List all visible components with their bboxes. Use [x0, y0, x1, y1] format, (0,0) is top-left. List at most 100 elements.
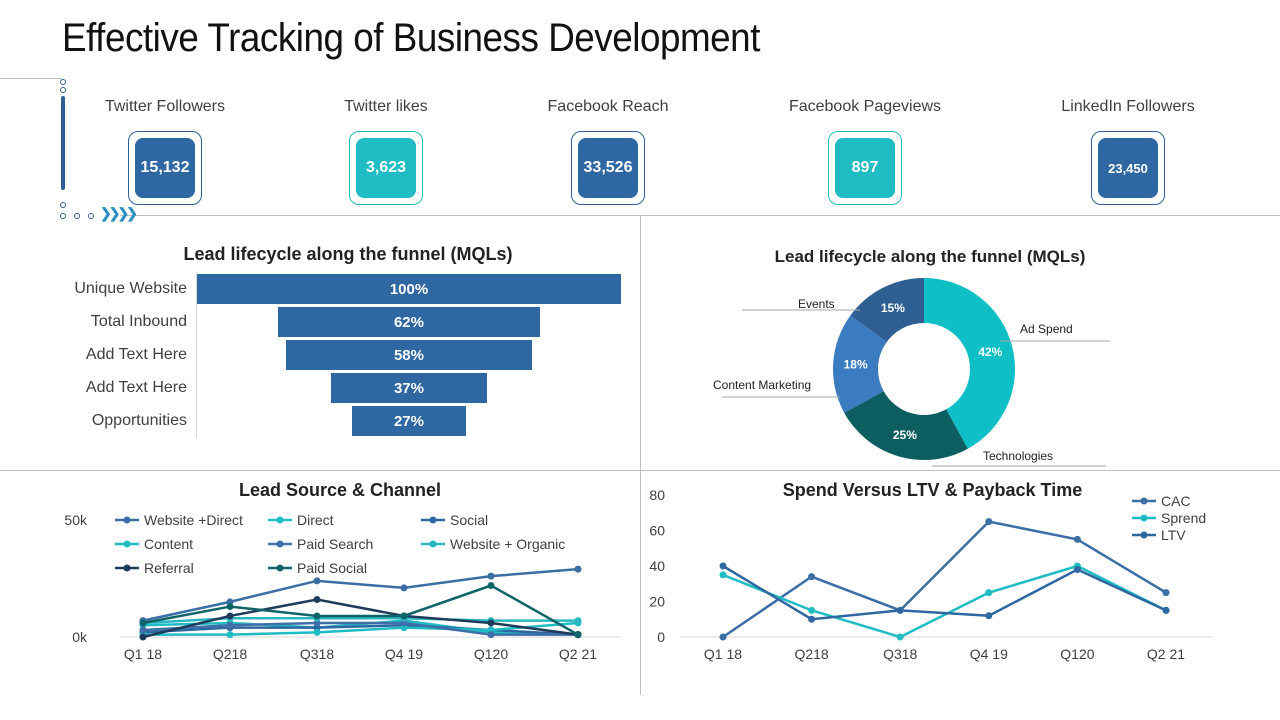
accent-dot — [60, 87, 66, 93]
data-point — [487, 631, 495, 639]
kpi-card-twitter-followers: 15,132 — [128, 131, 202, 205]
data-point — [719, 571, 727, 579]
kpi-value: 15,132 — [135, 138, 195, 198]
kpi-card-twitter-likes: 3,623 — [349, 131, 423, 205]
funnel-bar: 62% — [277, 307, 541, 337]
data-point — [226, 621, 234, 629]
center-divider — [640, 215, 641, 695]
y-tick-label: 0k — [72, 629, 88, 645]
donut-slice-label: 42% — [978, 345, 1002, 359]
x-tick-label: Q120 — [474, 646, 508, 662]
y-tick-label: 0 — [657, 629, 665, 645]
accent-bar — [61, 96, 65, 190]
y-tick-label: 80 — [649, 487, 665, 503]
legend-label: Referral — [144, 560, 194, 576]
data-point — [719, 633, 727, 641]
data-point — [574, 631, 582, 639]
data-point — [139, 633, 147, 641]
x-tick-label: Q218 — [794, 646, 828, 662]
data-point — [313, 628, 321, 636]
funnel-bar: 37% — [330, 373, 488, 403]
kpi-divider — [120, 215, 1280, 216]
legend-label: Website + Organic — [450, 536, 565, 552]
data-point — [985, 589, 993, 597]
legend-marker — [123, 564, 131, 572]
legend-marker — [276, 540, 284, 548]
data-point — [896, 633, 904, 641]
data-point — [808, 615, 816, 623]
series-line — [142, 598, 579, 639]
legend-marker — [1140, 514, 1148, 522]
kpi-value: 23,450 — [1098, 138, 1158, 198]
donut-slice — [924, 278, 1015, 449]
x-tick-label: Q318 — [883, 646, 917, 662]
lead-source-title: Lead Source & Channel — [238, 480, 442, 500]
legend-marker — [276, 516, 284, 524]
data-point — [985, 612, 993, 620]
kpi-card-facebook-reach: 33,526 — [571, 131, 645, 205]
data-point — [574, 617, 582, 625]
spend-ltv-title: Spend Versus LTV & Payback Time — [782, 480, 1083, 500]
data-point — [1073, 566, 1081, 574]
data-point — [487, 619, 495, 627]
donut-title: Lead lifecycle along the funnel (MQLs) — [774, 247, 1086, 266]
legend-label: Content — [144, 536, 193, 552]
series-line — [722, 564, 1167, 621]
data-point — [487, 572, 495, 580]
legend-marker — [123, 516, 131, 524]
accent-dot — [60, 213, 66, 219]
funnel-bar: 58% — [286, 340, 532, 370]
data-point — [400, 612, 408, 620]
funnel-category-label: Total Inbound — [90, 313, 187, 330]
data-point — [139, 619, 147, 627]
kpi-label: LinkedIn Followers — [1061, 98, 1195, 115]
data-point — [574, 565, 582, 573]
legend-label: LTV — [1161, 527, 1186, 543]
donut-slice — [832, 315, 887, 413]
donut-slice-label: 25% — [893, 428, 917, 442]
kpi-card-facebook-pageviews: 897 — [828, 131, 902, 205]
donut-slice — [850, 278, 924, 342]
funnel-axis — [196, 272, 197, 438]
data-point — [896, 606, 904, 614]
series-line — [722, 520, 1167, 639]
series-line — [142, 621, 578, 636]
data-point — [139, 626, 147, 634]
y-tick-label: 40 — [649, 558, 665, 574]
kpi-label: Facebook Reach — [547, 98, 669, 115]
kpi-label: Twitter Followers — [104, 98, 226, 115]
series-line — [143, 621, 579, 636]
y-tick-label: 60 — [649, 523, 665, 539]
kpi-label: Twitter likes — [344, 98, 428, 115]
data-point — [226, 612, 234, 620]
x-tick-label: Q4 19 — [970, 646, 1008, 662]
donut-category-label: Technologies — [983, 449, 1053, 463]
kpi-card-linkedin-followers: 23,450 — [1091, 131, 1165, 205]
data-point — [313, 612, 321, 620]
accent-dot — [88, 213, 94, 219]
data-point — [313, 577, 321, 585]
legend-marker — [123, 540, 131, 548]
legend-marker — [429, 540, 437, 548]
x-tick-label: Q2 21 — [559, 646, 597, 662]
legend-label: Paid Search — [297, 536, 373, 552]
accent-dot — [60, 202, 66, 208]
legend-marker — [429, 516, 437, 524]
data-point — [1073, 535, 1081, 543]
x-tick-label: Q1 18 — [704, 646, 742, 662]
donut-slice-label: 18% — [844, 358, 868, 372]
data-point — [226, 603, 234, 611]
legend-label: Direct — [297, 512, 334, 528]
series-line — [142, 624, 579, 636]
data-point — [487, 582, 495, 590]
x-tick-label: Q120 — [1060, 646, 1094, 662]
funnel-category-label: Add Text Here — [85, 379, 187, 396]
legend-marker — [1140, 497, 1148, 505]
data-point — [985, 518, 993, 526]
funnel-category-label: Opportunities — [91, 412, 187, 429]
data-point — [1162, 589, 1170, 597]
kpi-value: 897 — [835, 138, 895, 198]
legend-label: Paid Social — [297, 560, 367, 576]
page-title: Effective Tracking of Business Developme… — [62, 16, 760, 60]
